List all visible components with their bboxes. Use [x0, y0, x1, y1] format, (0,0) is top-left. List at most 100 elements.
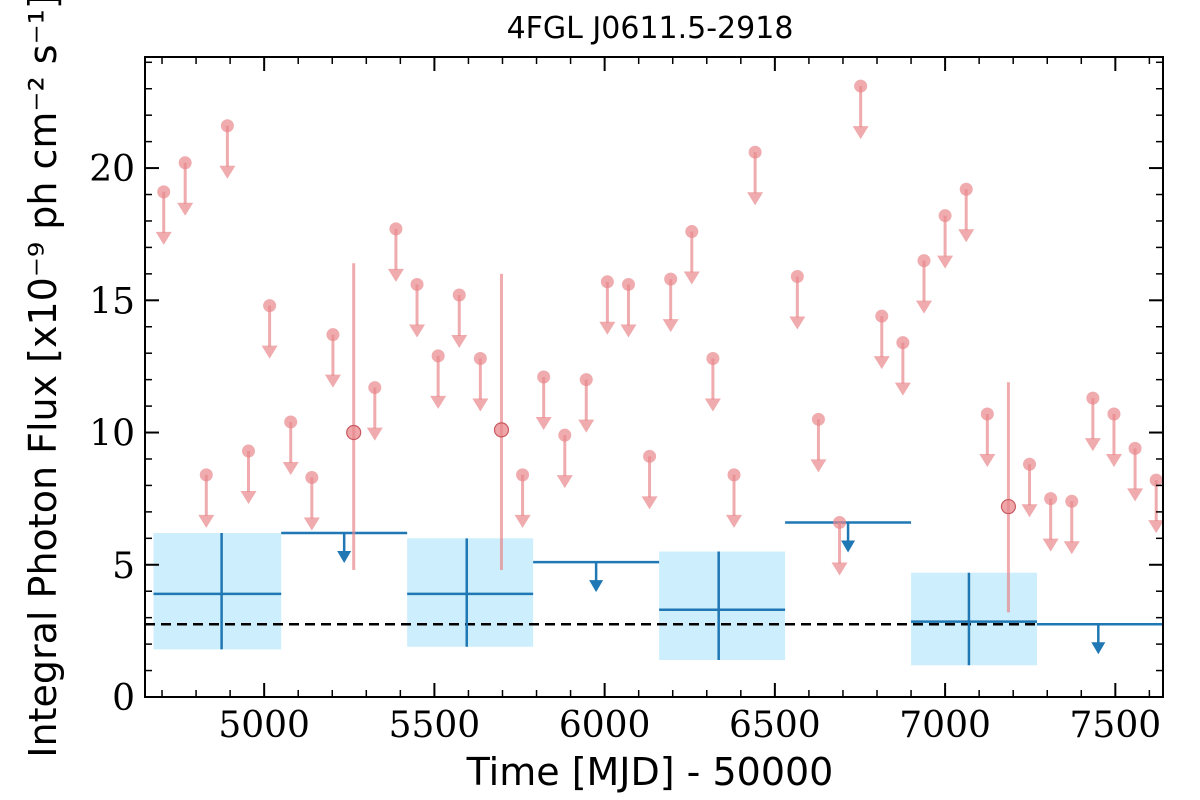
- upper-limit-arrow-head: [198, 514, 215, 528]
- error-band: [407, 538, 534, 647]
- upper-limit-arrow-head: [641, 496, 658, 510]
- upper-limit-arrow-head: [937, 255, 954, 269]
- upper-limit-arrow-head: [451, 335, 468, 349]
- upper-limit-point: [578, 373, 595, 433]
- upper-limit-arrow-head: [1084, 438, 1101, 452]
- upper-limit-marker: [643, 449, 657, 463]
- upper-limit-point: [599, 275, 616, 335]
- upper-limit-point: [958, 182, 975, 243]
- upper-limit-point: [198, 468, 215, 528]
- upper-limit-arrow-head: [177, 202, 194, 216]
- x-tick-label: 7500: [1070, 705, 1162, 746]
- upper-limit-point: [409, 277, 426, 338]
- error-band: [153, 533, 282, 650]
- upper-limit-arrow-head: [324, 374, 341, 388]
- upper-limit-marker: [1023, 457, 1037, 471]
- upper-limit-point: [873, 309, 890, 370]
- upper-limit-marker: [896, 336, 910, 350]
- upper-limit-arrow-head: [366, 427, 383, 441]
- upper-limit-point: [852, 79, 869, 140]
- upper-limit-marker: [875, 309, 889, 323]
- upper-limit-arrow-head: [894, 382, 911, 396]
- x-tick-label: 5000: [218, 705, 310, 746]
- upper-limit-marker: [1107, 407, 1121, 421]
- upper-limit-marker: [242, 444, 256, 458]
- upper-limit-arrow-head: [726, 514, 743, 528]
- upper-limit-marker: [473, 351, 487, 365]
- upper-limit-marker: [157, 185, 171, 199]
- upper-limit-point: [282, 415, 299, 475]
- upper-limit-marker: [833, 515, 847, 529]
- upper-limit-point: [704, 351, 721, 412]
- upper-limit-point: [620, 277, 637, 338]
- upper-limit-arrow-head: [514, 514, 531, 528]
- upper-limit-marker: [706, 351, 720, 365]
- upper-limit-arrow-head: [430, 395, 447, 409]
- upper-limit-arrow-head: [409, 324, 426, 338]
- upper-limit-marker: [410, 277, 424, 291]
- upper-limit-point: [683, 225, 700, 285]
- upper-limit-marker: [1065, 494, 1079, 508]
- upper-limit-marker: [685, 225, 699, 239]
- upper-limit-arrow-head: [303, 517, 320, 531]
- upper-limit-point: [831, 515, 848, 576]
- upper-limit-point: [556, 428, 573, 489]
- error-band: [659, 551, 786, 660]
- upper-limit-marker: [537, 370, 551, 384]
- upper-limit-marker: [220, 119, 234, 133]
- upper-limit-point: [894, 336, 911, 396]
- upper-limit-point: [1148, 473, 1165, 534]
- y-axis-title: Integral Photon Flux [x10⁻⁹ ph cm⁻² s⁻¹]: [21, 0, 65, 758]
- upper-limit-marker: [305, 470, 319, 484]
- upper-limit-arrow-head: [852, 126, 869, 140]
- x-axis-title: Time [MJD] - 50000: [466, 750, 834, 794]
- upper-limit-point: [430, 349, 447, 409]
- upper-limit-point: [303, 470, 320, 531]
- upper-limit-marker: [854, 79, 868, 93]
- upper-limit-arrow-head: [810, 459, 827, 473]
- upper-limit-marker: [1086, 391, 1100, 405]
- upper-limit-arrow-head: [620, 324, 637, 338]
- upper-limit-marker: [1149, 473, 1163, 487]
- upper-limit-marker: [178, 156, 192, 170]
- upper-limit-arrow-head: [704, 398, 721, 412]
- axes-layer: 5000 5500 6000 6500 7000 7500 0 5 10 15 20: [89, 56, 1164, 746]
- binned-upper-limit-arrow-head: [1091, 642, 1106, 655]
- x-tick-label: 6500: [729, 705, 821, 746]
- plot-frame: [144, 56, 1164, 698]
- y-tick-label: 20: [89, 149, 135, 190]
- upper-limit-marker: [664, 272, 678, 286]
- binned-upper-limit-arrow-head: [841, 540, 856, 553]
- upper-limit-marker: [959, 182, 973, 196]
- upper-limit-arrow-head: [472, 398, 489, 412]
- upper-limit-point: [387, 222, 404, 282]
- band-layer: [153, 533, 1038, 666]
- upper-limit-arrow-head: [219, 165, 236, 179]
- chart-title: 4FGL J0611.5-2918: [507, 11, 794, 46]
- upper-limit-arrow-head: [1063, 541, 1080, 555]
- detection-point: [346, 263, 362, 571]
- upper-limit-point: [726, 468, 743, 528]
- upper-limit-point: [472, 351, 489, 412]
- upper-limit-point: [324, 328, 341, 388]
- upper-limit-marker: [368, 381, 382, 395]
- upper-limit-point: [747, 145, 764, 206]
- upper-limit-point: [240, 444, 257, 505]
- detection-point: [1000, 382, 1017, 613]
- upper-limit-marker: [938, 209, 952, 223]
- upper-limit-point: [662, 272, 679, 333]
- upper-limit-point: [641, 449, 658, 510]
- upper-limit-marker: [790, 270, 804, 284]
- upper-limit-arrow-head: [873, 356, 890, 370]
- binned-upper-limit-arrow-head: [337, 551, 352, 564]
- upper-limit-point: [514, 468, 531, 528]
- upper-limit-marker: [811, 412, 825, 426]
- upper-limit-point: [1021, 457, 1038, 518]
- error-band: [911, 572, 1038, 666]
- upper-limit-marker: [1128, 441, 1142, 455]
- upper-limit-arrow-head: [282, 461, 299, 475]
- upper-limit-arrow-head: [535, 417, 552, 430]
- y-tick-label: 15: [89, 281, 135, 322]
- upper-limit-marker: [621, 277, 635, 291]
